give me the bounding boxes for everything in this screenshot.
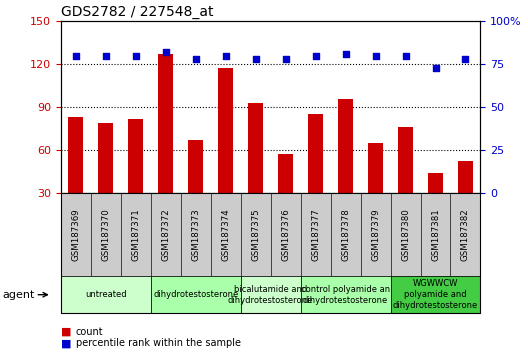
Point [312,53,320,58]
Text: ■: ■ [61,338,71,348]
Text: GSM187376: GSM187376 [281,208,290,261]
Bar [338,98,353,236]
Text: GSM187369: GSM187369 [71,208,80,261]
Bar [188,140,203,236]
Bar [68,117,83,236]
Text: untreated: untreated [85,290,127,299]
Text: GSM187375: GSM187375 [251,208,260,261]
Point [251,56,260,62]
Text: agent: agent [3,290,35,300]
Point [371,53,380,58]
Point [341,51,350,57]
Bar [218,68,233,236]
Text: count: count [76,327,103,337]
Text: GSM187371: GSM187371 [131,208,140,261]
Text: GSM187374: GSM187374 [221,208,230,261]
Text: GSM187377: GSM187377 [311,208,320,261]
Text: WGWWCW
polyamide and
dihydrotestosterone: WGWWCW polyamide and dihydrotestosterone [393,279,478,310]
Bar [128,119,143,236]
Point [101,53,110,58]
Point [162,49,170,55]
Text: GDS2782 / 227548_at: GDS2782 / 227548_at [61,5,213,19]
Text: GSM187372: GSM187372 [161,208,170,261]
Point [131,53,140,58]
Text: GSM187381: GSM187381 [431,208,440,261]
Text: GSM187378: GSM187378 [341,208,350,261]
Text: bicalutamide and
dihydrotestosterone: bicalutamide and dihydrotestosterone [228,285,313,305]
Text: GSM187382: GSM187382 [461,208,470,261]
Text: dihydrotestosterone: dihydrotestosterone [153,290,238,299]
Point [192,56,200,62]
Bar [398,127,413,236]
Bar [98,123,113,236]
Point [431,65,440,70]
Point [71,53,80,58]
Bar [368,143,383,236]
Bar [308,114,323,236]
Text: percentile rank within the sample: percentile rank within the sample [76,338,241,348]
Point [401,53,410,58]
Point [281,56,290,62]
Text: GSM187379: GSM187379 [371,208,380,261]
Text: control polyamide an
dihydrotestosterone: control polyamide an dihydrotestosterone [301,285,390,305]
Point [461,56,470,62]
Text: GSM187380: GSM187380 [401,208,410,261]
Point [221,53,230,58]
Text: ■: ■ [61,327,71,337]
Bar [428,173,443,236]
Bar [458,161,473,236]
Bar [278,154,293,236]
Text: GSM187370: GSM187370 [101,208,110,261]
Bar [158,54,173,236]
Text: GSM187373: GSM187373 [191,208,200,261]
Bar [248,103,263,236]
